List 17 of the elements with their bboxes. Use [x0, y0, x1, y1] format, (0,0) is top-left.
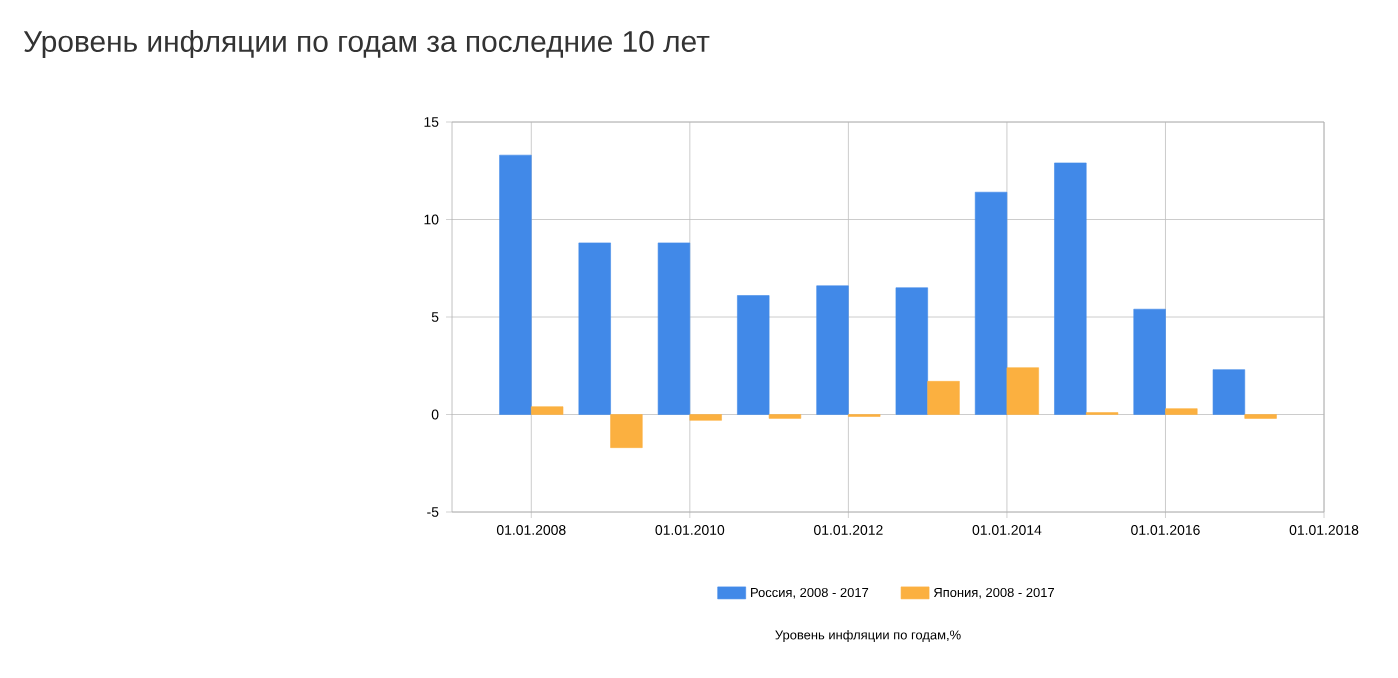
bar	[816, 285, 849, 415]
chart-title: Уровень инфляции по годам за последние 10 лет	[23, 30, 710, 58]
bar	[499, 154, 532, 415]
bar	[737, 295, 770, 415]
bar	[927, 381, 960, 415]
bar	[1054, 162, 1087, 415]
bar	[1006, 367, 1039, 415]
bar	[657, 242, 691, 415]
bar	[1133, 308, 1166, 415]
bar	[530, 406, 564, 415]
bar	[1212, 369, 1246, 415]
bar	[578, 242, 611, 415]
bar	[974, 191, 1008, 415]
bar	[1165, 408, 1198, 415]
bar	[689, 414, 722, 421]
bar	[895, 287, 928, 415]
bar	[610, 414, 643, 448]
